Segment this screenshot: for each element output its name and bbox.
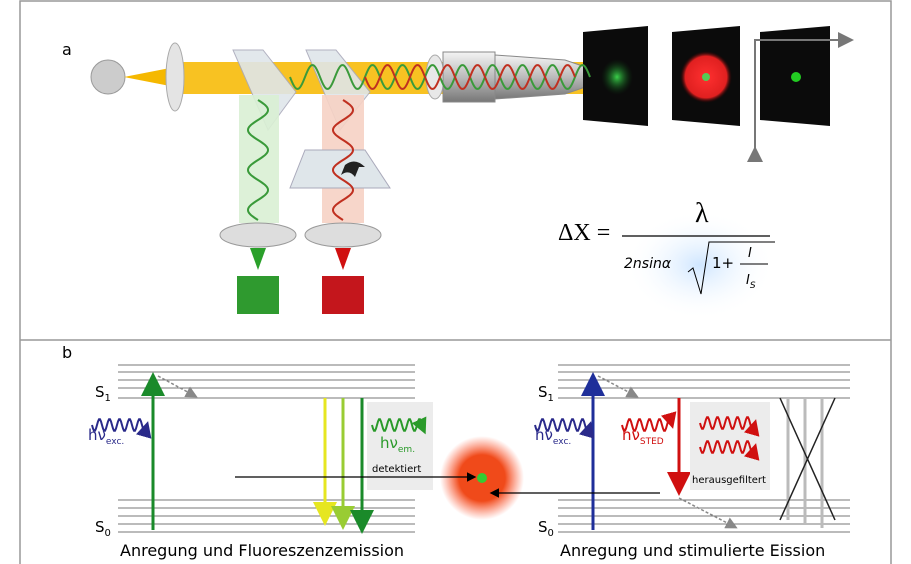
state-base: S <box>538 383 548 401</box>
photon-sub: exc. <box>553 437 571 447</box>
formula-lhs: ΔX = <box>558 220 610 246</box>
state-base: S <box>538 518 548 536</box>
photon-base: hν <box>535 426 553 444</box>
detected-label: detektiert <box>372 464 421 475</box>
photon-base: hν <box>380 434 398 452</box>
formula-numerator: λ <box>695 198 709 229</box>
state-base: S <box>95 383 105 401</box>
beam-waves <box>248 65 590 220</box>
state-sub: 1 <box>105 393 111 404</box>
panel-label: b <box>62 343 72 362</box>
photon-base: hν <box>622 426 640 444</box>
ratio-den-sub: S <box>750 281 756 291</box>
state-base: S <box>95 518 105 536</box>
figure: a ΔX = λ 2nsinα 1+ I IS b S1 S0 S1 S0 hν… <box>0 0 911 564</box>
focal-spot <box>235 436 660 520</box>
state-label: S1 <box>95 383 111 404</box>
formula-ratio-num: I <box>748 246 752 261</box>
photon-sub: exc. <box>106 437 124 447</box>
caption: Anregung und stimulierte Eission <box>560 541 825 560</box>
formula-denominator: 2nsinα <box>624 256 672 272</box>
state-sub: 1 <box>548 393 554 404</box>
state-label: S1 <box>538 383 554 404</box>
state-sub: 0 <box>105 528 111 539</box>
filtered-label: herausgefiltert <box>692 475 766 486</box>
caption: Anregung und Fluoreszenzemission <box>120 541 404 560</box>
photon-sub: em. <box>398 445 415 455</box>
state-label: S0 <box>95 518 111 539</box>
formula-root-term: 1+ <box>712 254 734 272</box>
state-label: S0 <box>538 518 554 539</box>
photon-sub: STED <box>640 437 664 447</box>
page: a ΔX = λ 2nsinα 1+ I IS b S1 S0 S1 S0 hν… <box>0 0 911 564</box>
photon-base: hν <box>88 426 106 444</box>
panel-label: a <box>62 40 72 59</box>
state-sub: 0 <box>548 528 554 539</box>
